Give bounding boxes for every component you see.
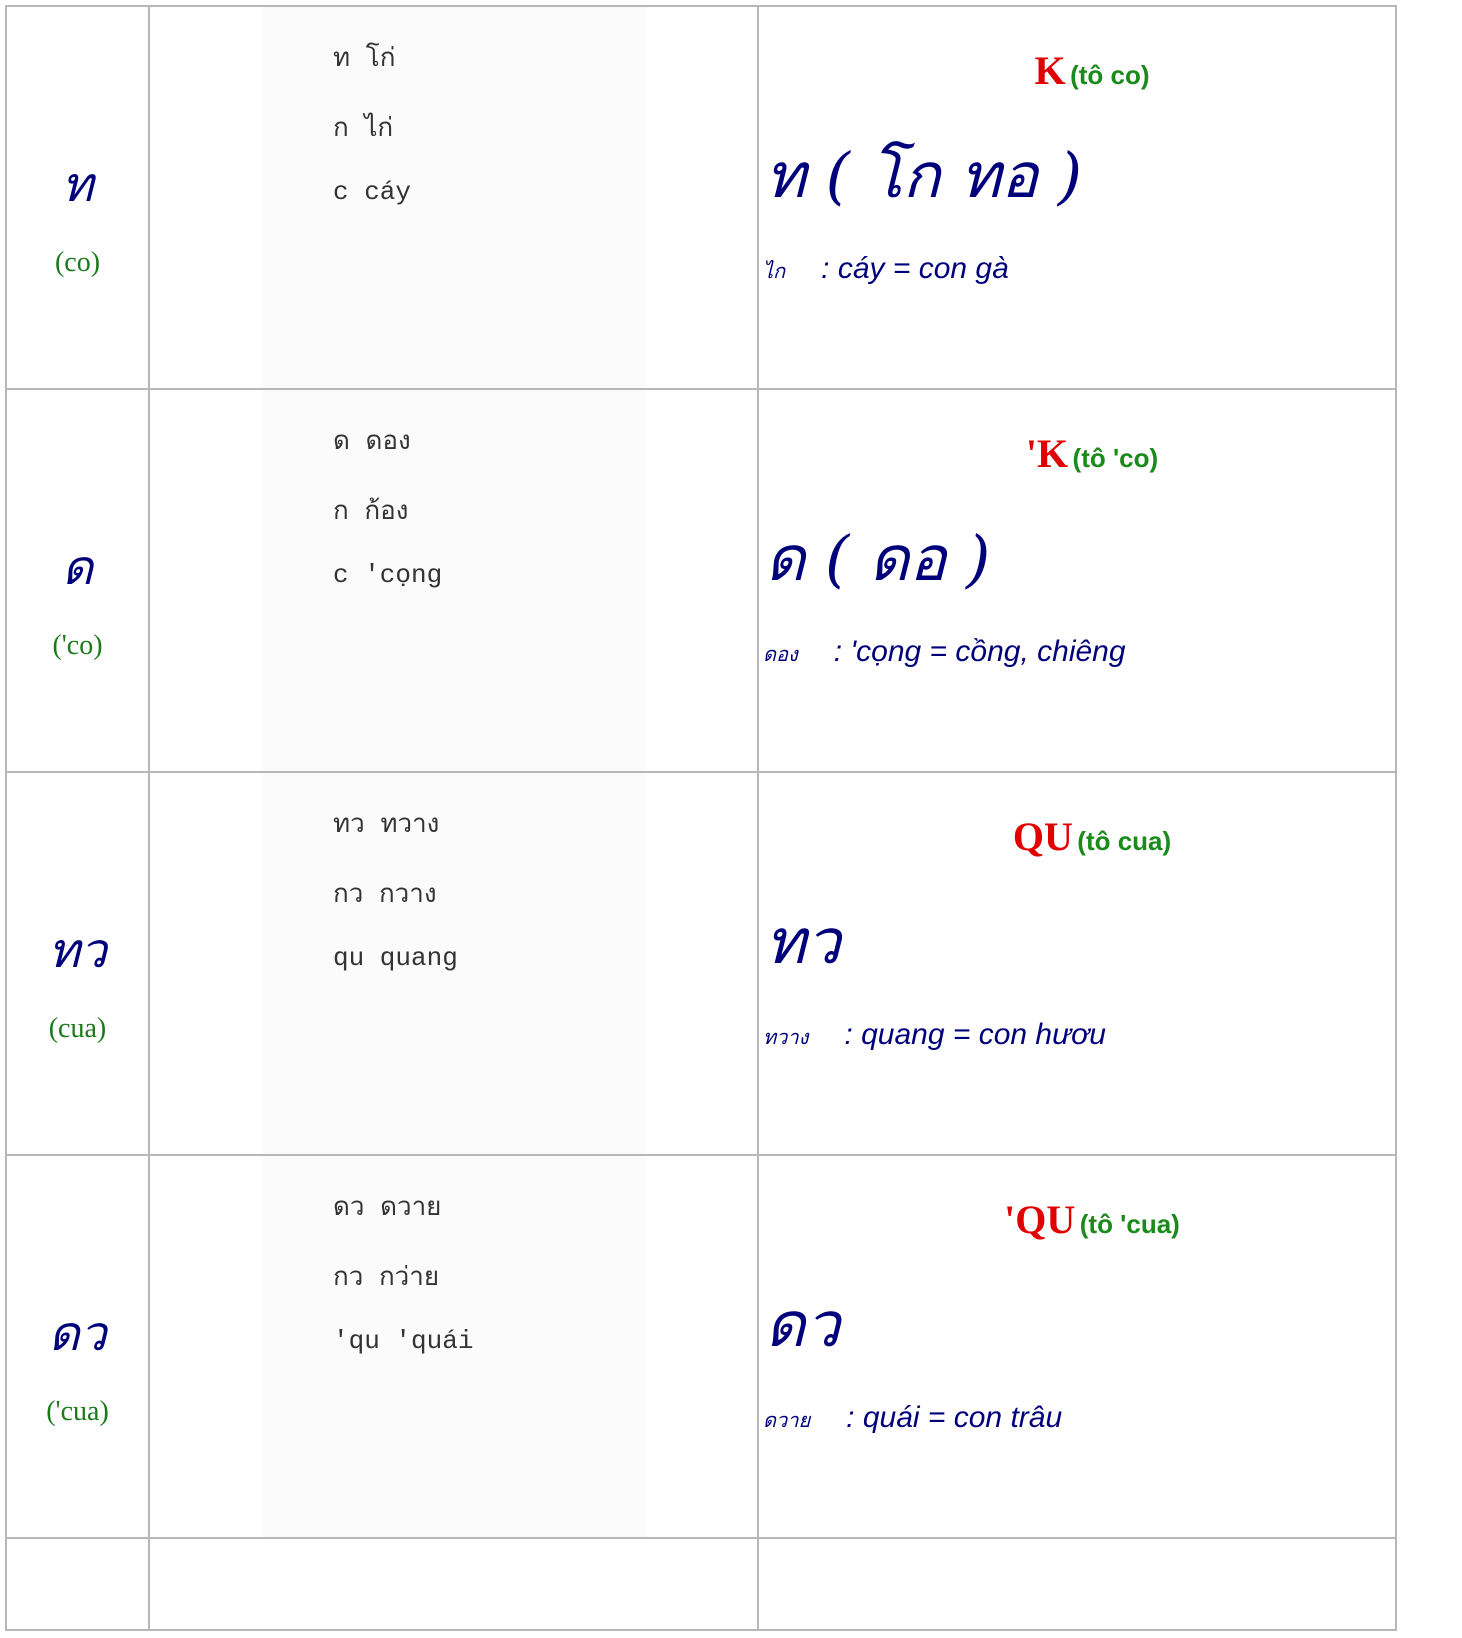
description-cell: 'QU (tô 'cua) ดวดวาย : quái = con trâu <box>757 1154 1397 1539</box>
heading: QU (tô cua) <box>759 813 1395 860</box>
letter: ท <box>61 157 94 213</box>
picture-cell: ท โก่ก ไก่ c cáy <box>148 5 759 390</box>
illustration-caption: 'qu 'quái <box>333 1326 474 1356</box>
heading: K (tô co) <box>759 47 1395 94</box>
illustration: ด ดองก ก้อง c 'cọng <box>263 390 646 771</box>
example: ดวาย : quái = con trâu <box>763 1401 1062 1436</box>
script-form: ด ( ดอ ) <box>765 522 991 595</box>
empty-cell <box>757 1537 1397 1631</box>
letter-table: ท (co) ท โก่ก ไก่ c cáy K (tô co) ท ( โก ทอ )… <box>5 5 1397 1631</box>
illustration: ทว ทวางกว กวาง qu quang <box>263 773 646 1154</box>
heading-note: (tô 'cua) <box>1079 1209 1180 1239</box>
example: ไก : cáy = con gà <box>763 252 1009 287</box>
heading-letter: 'QU <box>1004 1197 1076 1242</box>
heading-letter: 'K <box>1025 431 1069 476</box>
heading-note: (tô cua) <box>1077 826 1172 856</box>
illustration-caption: กว กว่าย <box>333 1263 440 1293</box>
example-script: ดอง <box>763 642 798 666</box>
illustration: ดว ดวายกว กว่าย 'qu 'quái <box>263 1156 646 1537</box>
illustration-caption: ก ก้อง <box>333 497 409 527</box>
example: ดอง : 'cọng = cồng, chiêng <box>763 635 1126 670</box>
empty-cell <box>148 1537 759 1631</box>
letter-name: (co) <box>54 247 101 278</box>
illustration: ท โก่ก ไก่ c cáy <box>263 7 646 388</box>
letter-cell: ด ('co) <box>5 388 150 773</box>
table-row: ท (co) ท โก่ก ไก่ c cáy K (tô co) ท ( โก ทอ )… <box>5 5 1397 390</box>
picture-cell: ด ดองก ก้อง c 'cọng <box>148 388 759 773</box>
example-script: ไก <box>763 259 786 283</box>
script-form: ทว <box>765 905 841 978</box>
heading-letter: K <box>1034 48 1066 93</box>
illustration-caption: ท โก่ <box>333 44 396 74</box>
description-cell: 'K (tô 'co) ด ( ดอ ) ดอง : 'cọng = cồng, ch… <box>757 388 1397 773</box>
letter-cell: ทว (cua) <box>5 771 150 1156</box>
table-row: ดว ('cua) ดว ดวาย กว กว่าย'qu 'quái 'QU (tô … <box>5 1154 1397 1539</box>
letter-name: ('cua) <box>46 1396 109 1427</box>
illustration-caption: ดว ดวาย <box>333 1193 442 1223</box>
illustration-caption: qu quang <box>333 943 458 973</box>
letter: ดว <box>48 1306 107 1362</box>
letter-cell: ท (co) <box>5 5 150 390</box>
script-form: ท ( โก ทอ ) <box>765 139 1083 212</box>
table-row: ด ('co) ด ดองก ก้อง c 'cọng 'K (tô 'co) ด ( ด… <box>5 388 1397 773</box>
heading-letter: QU <box>1012 814 1073 859</box>
description-cell: K (tô co) ท ( โก ทอ ) ไก : cáy = con gà <box>757 5 1397 390</box>
description-cell: QU (tô cua) ทวทวาง : quang = con hươu <box>757 771 1397 1156</box>
letter-cell: ดว ('cua) <box>5 1154 150 1539</box>
heading: 'K (tô 'co) <box>759 430 1395 477</box>
heading-note: (tô co) <box>1070 60 1150 90</box>
letter-name: ('co) <box>52 630 103 661</box>
table-row: ทว (cua) ทว ทวาง กว กวาง qu quang QU (tô cua)… <box>5 771 1397 1156</box>
letter: ด <box>61 540 94 596</box>
example-script: ทวาง <box>763 1025 809 1049</box>
example-word: : cáy = con gà <box>821 252 1009 285</box>
illustration-caption: ทว ทวาง <box>333 810 440 840</box>
illustration-caption: กว กวาง <box>333 880 437 910</box>
example: ทวาง : quang = con hươu <box>763 1018 1106 1053</box>
heading: 'QU (tô 'cua) <box>759 1196 1395 1243</box>
script-form: ดว <box>765 1288 841 1361</box>
picture-cell: ทว ทวางกว กวาง qu quang <box>148 771 759 1156</box>
heading-note: (tô 'co) <box>1072 443 1159 473</box>
table-row <box>5 1537 1397 1631</box>
illustration-caption: ด ดอง <box>333 427 411 457</box>
example-word: : quái = con trâu <box>846 1401 1063 1434</box>
example-script: ดวาย <box>763 1408 811 1432</box>
example-word: : 'cọng = cồng, chiêng <box>833 635 1126 668</box>
illustration-caption: c 'cọng <box>333 560 443 590</box>
illustration-caption: c cáy <box>333 177 412 207</box>
picture-cell: ดว ดวายกว กว่าย 'qu 'quái <box>148 1154 759 1539</box>
letter: ทว <box>48 923 107 979</box>
empty-cell <box>5 1537 150 1631</box>
example-word: : quang = con hươu <box>844 1018 1106 1051</box>
letter-name: (cua) <box>48 1013 107 1044</box>
illustration-caption: ก ไก่ <box>333 114 394 144</box>
